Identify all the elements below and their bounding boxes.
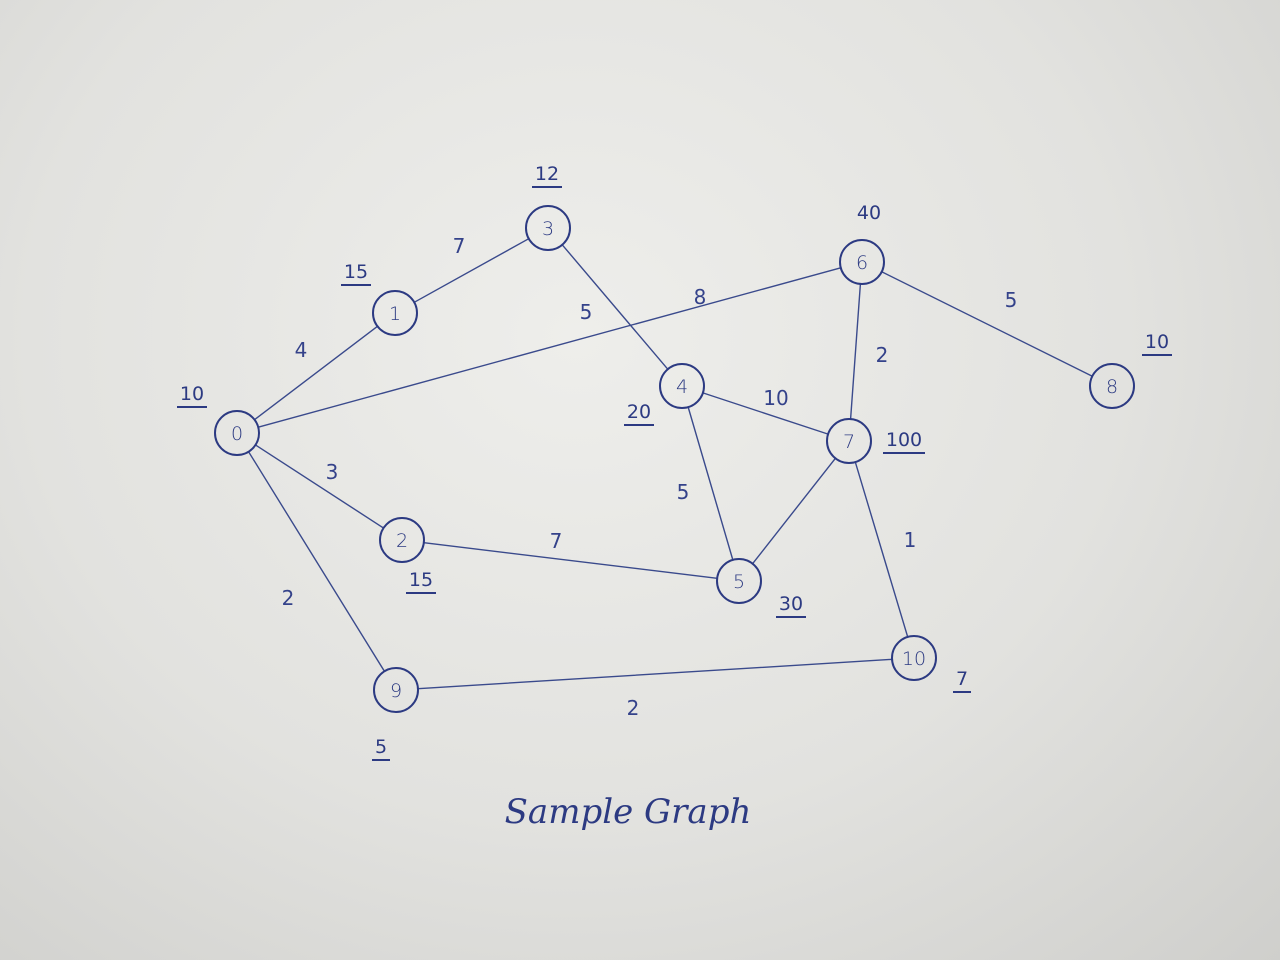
edge-weight-1-3: 7 [453, 234, 466, 258]
node-value-10: 7 [956, 668, 968, 690]
edge-weight-2-5: 7 [550, 529, 563, 553]
node-label-6: 6 [856, 252, 868, 274]
edge-3-4 [561, 244, 669, 370]
node-1: 1 [372, 290, 418, 336]
edge-weights-layer: 4 3 8 2 7 5 10 5 7 2 5 1 2 [282, 234, 1018, 720]
edge-6-7 [849, 283, 862, 420]
edge-2-5 [423, 541, 718, 580]
edge-4-5 [687, 406, 734, 561]
node-label-7: 7 [843, 431, 855, 453]
edge-9-10 [417, 658, 893, 690]
edge-weight-0-2: 3 [326, 460, 339, 484]
edge-weight-0-6: 8 [694, 285, 707, 309]
nodes-layer: 0 1 2 3 4 5 6 7 8 9 10 [214, 205, 1135, 713]
edge-0-1 [253, 325, 379, 421]
node-circle-5 [716, 558, 762, 604]
node-circle-4 [659, 363, 705, 409]
node-circle-1 [372, 290, 418, 336]
node-7: 7 [826, 418, 872, 464]
node-circle-7 [826, 418, 872, 464]
node-0: 0 [214, 410, 260, 456]
node-circle-0 [214, 410, 260, 456]
edge-6-8 [881, 271, 1093, 377]
edge-weight-7-10: 1 [904, 528, 917, 552]
node-circle-3 [525, 205, 571, 251]
node-value-9: 5 [375, 736, 387, 758]
edge-0-2 [254, 444, 385, 529]
node-value-0: 10 [180, 383, 204, 405]
edges-layer [247, 237, 1093, 690]
node-8: 8 [1089, 363, 1135, 409]
edge-0-6 [257, 267, 842, 428]
edge-4-7 [702, 392, 829, 435]
graph-caption: Sample Graph [505, 792, 752, 832]
edge-weight-6-7: 2 [876, 343, 889, 367]
node-value-1: 15 [344, 261, 368, 283]
node-label-10: 10 [902, 648, 926, 670]
edge-weight-0-9: 2 [282, 586, 295, 610]
node-2: 2 [379, 517, 425, 563]
node-circle-8 [1089, 363, 1135, 409]
node-label-8: 8 [1106, 376, 1118, 398]
edge-weight-4-5: 5 [677, 480, 690, 504]
node-label-3: 3 [542, 218, 554, 240]
node-label-1: 1 [389, 303, 401, 325]
node-value-3: 12 [535, 163, 559, 185]
node-circle-10 [891, 635, 937, 681]
node-value-7: 100 [886, 429, 922, 451]
node-value-2: 15 [409, 569, 433, 591]
node-circle-6 [839, 239, 885, 285]
edge-weight-6-8: 5 [1005, 288, 1018, 312]
node-9: 9 [373, 667, 419, 713]
edge-weight-0-1: 4 [295, 338, 308, 362]
node-label-2: 2 [396, 530, 408, 552]
node-value-4: 20 [627, 401, 651, 423]
node-value-5: 30 [779, 593, 803, 615]
node-10: 10 [891, 635, 937, 681]
node-label-4: 4 [676, 376, 688, 398]
node-value-6: 40 [857, 202, 881, 224]
node-5: 5 [716, 558, 762, 604]
edge-1-3 [413, 237, 530, 304]
node-value-8: 10 [1145, 331, 1169, 353]
node-6: 6 [839, 239, 885, 285]
edge-weight-9-10: 2 [627, 696, 640, 720]
edge-7-10 [854, 461, 909, 638]
node-4: 4 [659, 363, 705, 409]
edge-0-9 [247, 451, 386, 672]
edge-weight-4-7: 10 [763, 386, 788, 410]
edge-weight-3-4: 5 [580, 300, 593, 324]
node-circle-2 [379, 517, 425, 563]
node-3: 3 [525, 205, 571, 251]
edge-5-7 [751, 457, 837, 565]
node-label-0: 0 [231, 423, 243, 445]
node-circle-9 [373, 667, 419, 713]
node-label-9: 9 [390, 680, 402, 702]
node-label-5: 5 [733, 571, 745, 593]
